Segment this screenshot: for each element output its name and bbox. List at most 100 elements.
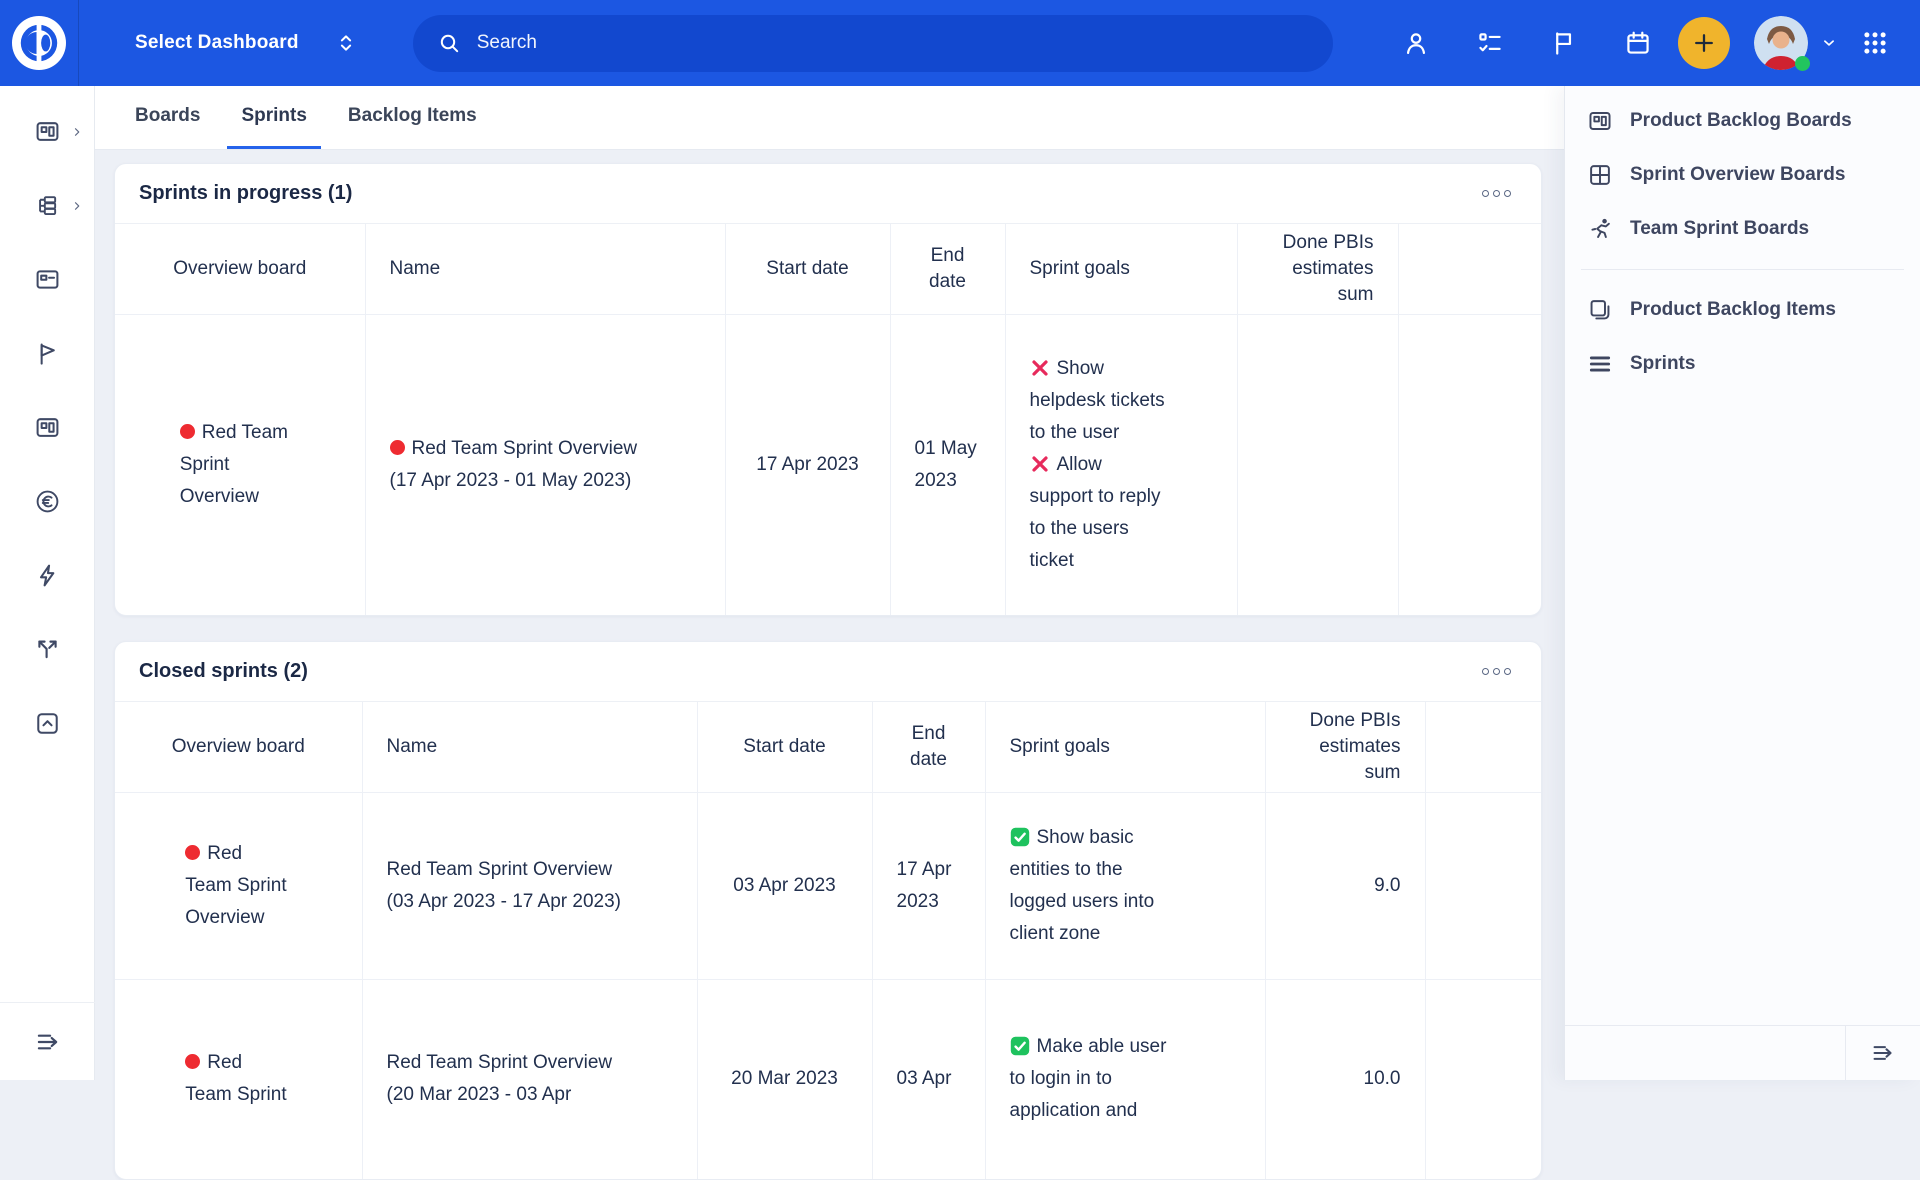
board-icon	[34, 118, 61, 145]
column-header-done-pbis-estimates-sum: Done PBIs estimates sum	[1265, 702, 1425, 793]
dashboard-selector[interactable]: Select Dashboard	[135, 32, 299, 54]
window-icon	[34, 266, 61, 293]
column-header-done-pbis-estimates-sum: Done PBIs estimates sum	[1237, 224, 1398, 315]
tab-backlog-items[interactable]: Backlog Items	[334, 86, 491, 149]
tab-boards[interactable]: Boards	[121, 86, 214, 149]
search-icon	[437, 31, 461, 55]
cell-done-pbis-sum	[1237, 315, 1398, 615]
cell-start-date: 17 Apr 2023	[725, 315, 890, 615]
sidebar-item-7-bolt[interactable]	[0, 553, 95, 597]
panel-item-product-backlog-boards[interactable]: Product Backlog Boards	[1565, 94, 1920, 148]
sprint-name: Red Team Sprint Overview (17 Apr 2023 - …	[390, 438, 638, 491]
cell-empty	[1425, 792, 1542, 979]
column-header-overview-board: Overview board	[115, 224, 365, 315]
panel-expand-button[interactable]	[1845, 1026, 1920, 1080]
column-header-start-date: Start date	[725, 224, 890, 315]
dashboard-selector-sort-icon[interactable]	[335, 30, 357, 56]
sprint-goal: Allow support to reply to the users tick…	[1030, 449, 1170, 577]
panel-item-label: Sprint Overview Boards	[1630, 164, 1845, 186]
goal-text: Show helpdesk tickets to the user	[1030, 358, 1165, 443]
tasks-icon[interactable]	[1476, 29, 1504, 57]
topbar: Select Dashboard	[0, 0, 1920, 86]
logo-icon	[12, 16, 66, 70]
cell-sprint-name: Red Team Sprint Overview (17 Apr 2023 - …	[365, 315, 725, 615]
chevron-right-icon	[71, 200, 83, 212]
sidebar-item-3-window[interactable]	[0, 257, 95, 301]
sidebar-item-6-euro[interactable]	[0, 479, 95, 523]
apps-grid-icon[interactable]	[1860, 28, 1890, 58]
dot-icon	[1493, 190, 1500, 197]
avatar[interactable]	[1754, 16, 1808, 70]
panel-item-team-sprint-boards[interactable]: Team Sprint Boards	[1565, 202, 1920, 256]
status-dot-red-icon	[180, 424, 195, 439]
dot-icon	[1493, 668, 1500, 675]
column-header-name: Name	[362, 702, 697, 793]
section-menu-button[interactable]	[1476, 184, 1517, 203]
dot-icon	[1504, 668, 1511, 675]
column-header-overview-board: Overview board	[115, 702, 362, 793]
sprint-row[interactable]: Red Team Sprint Red Team Sprint Overview …	[115, 979, 1542, 1179]
right-panel-footer	[1565, 1025, 1920, 1080]
flag-icon[interactable]	[1550, 29, 1578, 57]
chevron-down-icon[interactable]	[1820, 34, 1838, 52]
cell-start-date: 20 Mar 2023	[697, 979, 872, 1179]
sidebar-item-2-tree[interactable]	[0, 183, 95, 227]
dot-icon	[1504, 190, 1511, 197]
app-logo[interactable]	[0, 0, 79, 86]
tree-icon	[34, 192, 61, 219]
sidebar-item-1-board[interactable]	[0, 109, 95, 153]
tab-sprints[interactable]: Sprints	[227, 86, 320, 149]
panel-item-sprint-overview-boards[interactable]: Sprint Overview Boards	[1565, 148, 1920, 202]
expand-arrow-icon	[34, 1028, 62, 1056]
sprint-goal: Show helpdesk tickets to the user	[1030, 353, 1170, 449]
topbar-actions	[1356, 16, 1920, 70]
cell-start-date: 03 Apr 2023	[697, 792, 872, 979]
search-input[interactable]	[475, 31, 1309, 55]
panel-item-product-backlog-items[interactable]: Product Backlog Items	[1565, 283, 1920, 337]
cell-done-pbis-sum: 9.0	[1265, 792, 1425, 979]
sprint-goal: Make able user to login in to applicatio…	[1010, 1031, 1180, 1127]
sprint-name: Red Team Sprint Overview (20 Mar 2023 - …	[387, 1052, 613, 1105]
goal-done-icon	[1010, 1036, 1030, 1056]
sidebar-item-9-box-up[interactable]	[0, 701, 95, 745]
sidebar-item-5-board[interactable]	[0, 405, 95, 449]
copy-icon	[1587, 297, 1613, 323]
panel-item-label: Sprints	[1630, 353, 1695, 375]
quad-icon	[1587, 162, 1613, 188]
sidebar-item-8-split[interactable]	[0, 627, 95, 671]
column-header-start-date: Start date	[697, 702, 872, 793]
status-dot-red-icon	[185, 845, 200, 860]
board-name: Red Team Sprint	[185, 1052, 286, 1105]
online-status-dot	[1795, 56, 1810, 71]
goal-not-done-icon	[1030, 454, 1050, 474]
sidebar-item-4-pennant[interactable]	[0, 331, 95, 375]
panel-item-sprints[interactable]: Sprints	[1565, 337, 1920, 391]
add-button[interactable]	[1678, 17, 1730, 69]
sprint-goal: Show basic entities to the logged users …	[1010, 822, 1180, 950]
column-header-name: Name	[365, 224, 725, 315]
dot-icon	[1482, 668, 1489, 675]
search-bar[interactable]	[413, 15, 1333, 72]
plus-icon	[1691, 30, 1717, 56]
calendar-icon[interactable]	[1624, 29, 1652, 57]
column-header-sprint-goals: Sprint goals	[1005, 224, 1237, 315]
panel-item-label: Product Backlog Boards	[1630, 110, 1852, 132]
panel-item-label: Team Sprint Boards	[1630, 218, 1809, 240]
sidebar-expand-button[interactable]	[0, 1002, 95, 1080]
panel-divider	[1581, 269, 1904, 270]
footer-spacer	[1565, 1026, 1845, 1080]
section-title: Closed sprints (2)	[139, 660, 308, 683]
user-icon[interactable]	[1402, 29, 1430, 57]
goal-not-done-icon	[1030, 358, 1050, 378]
box-up-icon	[34, 710, 61, 737]
section-menu-button[interactable]	[1476, 662, 1517, 681]
